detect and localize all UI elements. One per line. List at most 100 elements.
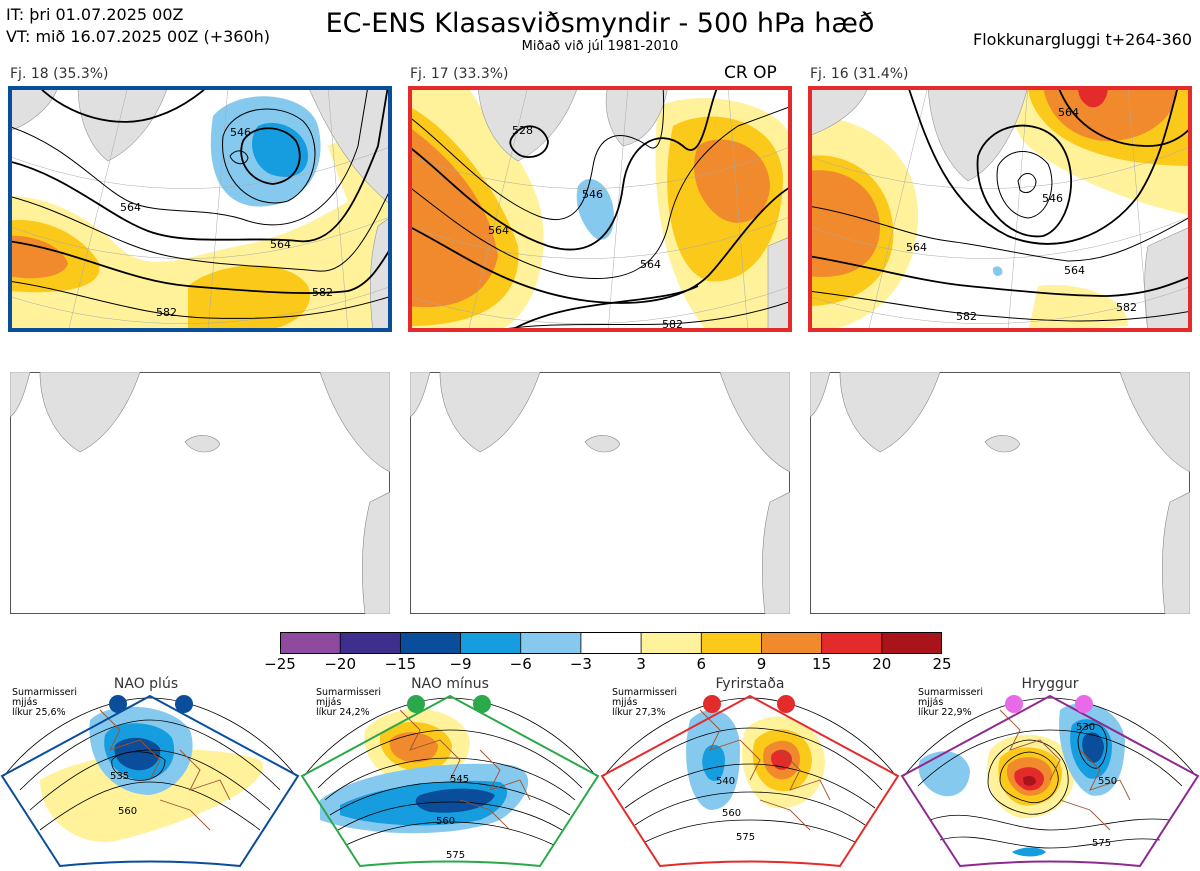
- colorbar-cell: [821, 632, 883, 654]
- cluster-3-contour-label: 546: [1042, 192, 1063, 205]
- regime-3-contour-label: 575: [736, 832, 755, 843]
- page-title: EC-ENS Klasasviðsmyndir - 500 hPa hæð: [325, 8, 875, 39]
- colorbar-tick-label: 25: [932, 655, 952, 673]
- cluster-3-border: [808, 86, 1192, 332]
- cluster-3-contour-label: 582: [1116, 301, 1137, 314]
- regime-meta-line: Sumarmisseri: [12, 687, 78, 698]
- colorbar-cell: [640, 632, 703, 654]
- colorbar-tick-label: −6: [509, 655, 532, 673]
- regime-maps: 535 560 545 560 575: [0, 694, 1200, 868]
- initial-time: IT: þri 01.07.2025 00Z: [6, 5, 184, 24]
- cluster-1-map: 546 564 564 582 582: [8, 86, 392, 332]
- regime-2-contour-label: 560: [436, 816, 455, 827]
- colorbar-tick-label: 15: [812, 655, 832, 673]
- cluster-3-contour-label: 582: [956, 310, 977, 323]
- cluster-2-contours: [408, 86, 792, 332]
- cluster-2-map: 528 546 564 564 582: [408, 86, 792, 332]
- cluster-1-contour-label: 564: [120, 201, 141, 214]
- regime-1-title: NAO plús: [113, 676, 179, 692]
- regime-3-contour-label: 560: [722, 808, 741, 819]
- cluster-1-contour-labels: 546 564 564 582 582: [120, 126, 333, 319]
- regime-meta-line: mjjás: [918, 697, 944, 708]
- regime-meta-line: líkur 25,6%: [12, 707, 66, 718]
- colorbar-cell: [700, 632, 763, 654]
- cluster-1-border: [8, 86, 392, 332]
- colorbar-tick-label: 9: [756, 655, 767, 673]
- regime-4-map: 530 550 575: [900, 694, 1200, 868]
- cluster-3-label: Fj. 16 (31.4%): [810, 66, 909, 82]
- colorbar-cell: [339, 632, 402, 654]
- regime-2-meta: Sumarmisseri mjjás líkur 24,2%: [316, 688, 381, 718]
- regime-meta-line: Sumarmisseri: [316, 687, 382, 698]
- colorbar-tick-label: 6: [696, 655, 707, 673]
- regime-1-meta: Sumarmisseri mjjás líkur 25,6%: [12, 688, 77, 718]
- regime-4-contour-label: 530: [1076, 722, 1095, 733]
- colorbar-cell: [280, 632, 342, 654]
- regime-1-contour-label: 535: [110, 771, 129, 782]
- cluster-2-contour-label: 582: [662, 318, 683, 331]
- cluster-3-contours: [808, 86, 1192, 322]
- cluster-3-contour-label: 564: [906, 241, 927, 254]
- regime-2-contour-label: 575: [446, 850, 465, 861]
- regime-3-contour-label: 540: [716, 776, 735, 787]
- regime-meta-line: mjjás: [316, 697, 342, 708]
- regime-4-meta: Sumarmisseri mjjás líkur 22,9%: [918, 688, 983, 718]
- regime-1-marker-dot: [109, 695, 127, 713]
- regime-meta-line: Sumarmisseri: [612, 687, 678, 698]
- cluster-3-contour-label: 564: [1064, 264, 1085, 277]
- colorbar-tick-label: −9: [449, 655, 472, 673]
- regime-3-marker-dot: [703, 695, 721, 713]
- cluster-3-map: 564 546 564 564 582 582: [808, 86, 1192, 332]
- regime-2-map: 545 560 575: [300, 694, 600, 868]
- colorbar-tick-label: −25: [264, 655, 296, 673]
- regime-meta-line: líkur 22,9%: [918, 707, 972, 718]
- regime-meta-line: líkur 27,3%: [612, 707, 666, 718]
- classification-window: Flokkunargluggi t+264-360: [973, 30, 1192, 49]
- cluster-2-contour-label: 546: [582, 188, 603, 201]
- cluster-1-contours: [8, 86, 392, 319]
- cluster-1-contour-label: 546: [230, 126, 251, 139]
- header-run-info: IT: þri 01.07.2025 00Z VT: mið 16.07.202…: [6, 4, 270, 48]
- valid-time: VT: mið 16.07.2025 00Z (+360h): [6, 27, 271, 46]
- regime-2-marker-dot: [407, 695, 425, 713]
- regime-meta-line: líkur 24,2%: [316, 707, 370, 718]
- cluster-2-border: [408, 86, 792, 332]
- cluster-1-graticule: [8, 86, 392, 332]
- regime-2-marker-dot: [473, 695, 491, 713]
- cluster-1-contour-label: 582: [156, 306, 177, 319]
- cluster-1-label: Fj. 18 (35.3%): [10, 66, 109, 82]
- colorbar-tick-label: 3: [636, 655, 646, 673]
- colorbar-tick-label: −15: [384, 655, 417, 673]
- colorbar-cell: [520, 632, 582, 654]
- colorbar-cell: [399, 632, 462, 654]
- colorbar-cell: [580, 632, 642, 654]
- cluster-2-contour-label: 564: [640, 258, 661, 271]
- regime-meta-line: Sumarmisseri: [918, 687, 984, 698]
- regime-4-contour-label: 575: [1092, 838, 1111, 849]
- cluster-2-label: Fj. 17 (33.3%): [410, 66, 509, 82]
- colorbar-tick-label: −3: [569, 655, 592, 673]
- colorbar-tick-label: 20: [872, 655, 892, 673]
- regime-4-contour-label: 550: [1098, 776, 1117, 787]
- colorbar: [280, 632, 942, 654]
- cluster-1-contour-label: 582: [312, 286, 333, 299]
- cluster-2-graticule: [408, 86, 792, 332]
- regime-1-map: 535 560: [0, 694, 300, 868]
- regime-4-marker-dot: [1075, 695, 1093, 713]
- colorbar-cell: [460, 632, 522, 654]
- regime-2-contour-label: 545: [450, 774, 469, 785]
- regime-4-marker-dot: [1005, 695, 1023, 713]
- cluster-2-land: [477, 86, 792, 332]
- page-subtitle: Miðað við júl 1981-2010: [521, 39, 679, 54]
- regime-3-title: Fyrirstaða: [715, 676, 785, 692]
- regime-3-marker-dot: [777, 695, 795, 713]
- empty-map-3: [810, 372, 1190, 614]
- regime-1-contour-label: 560: [118, 806, 137, 817]
- regime-meta-line: mjjás: [612, 697, 638, 708]
- regime-2-title: NAO mínus: [411, 676, 489, 692]
- colorbar-tick-label: −20: [324, 655, 357, 673]
- cluster-2-contour-label: 564: [488, 224, 509, 237]
- cluster-3-contour-label: 564: [1058, 106, 1079, 119]
- regime-meta-line: mjjás: [12, 697, 38, 708]
- regime-1-marker-dot: [175, 695, 193, 713]
